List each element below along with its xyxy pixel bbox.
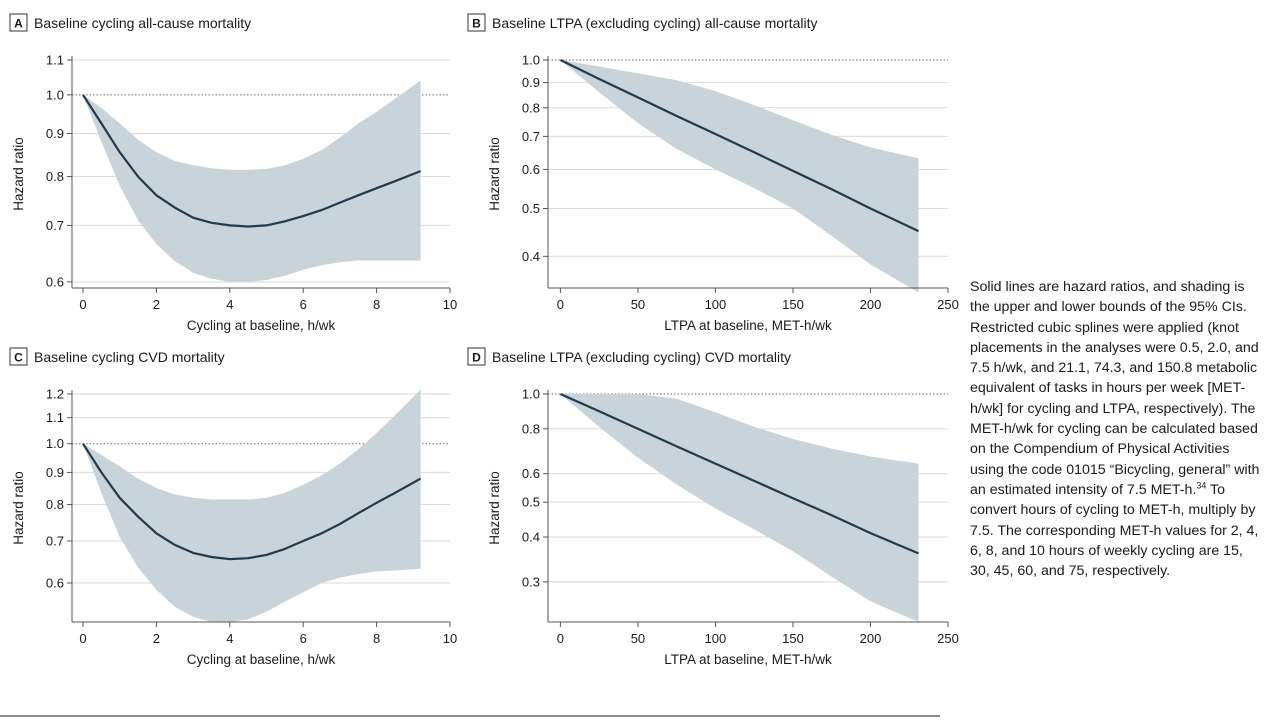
y-tick-label: 1.0 <box>522 53 540 68</box>
confidence-band <box>560 60 919 293</box>
y-tick-label: 0.8 <box>522 421 540 436</box>
panel-letter-box <box>9 13 28 32</box>
panel-letter: B <box>472 17 481 31</box>
x-tick-label: 2 <box>153 631 160 646</box>
panel-letter-box <box>9 347 28 366</box>
x-tick-label: 250 <box>937 297 959 312</box>
y-tick-label: 1.1 <box>46 53 64 68</box>
x-tick-label: 8 <box>373 297 380 312</box>
y-axis-title: Hazard ratio <box>487 137 502 211</box>
y-tick-label: 0.5 <box>522 495 540 510</box>
x-axis-title: LTPA at baseline, MET-h/wk <box>664 318 832 333</box>
x-tick-label: 100 <box>705 297 727 312</box>
y-tick-label: 0.7 <box>46 218 64 233</box>
y-tick-label: 0.9 <box>46 465 64 480</box>
panel-title: Baseline LTPA (excluding cycling) CVD mo… <box>492 349 791 365</box>
y-tick-label: 0.8 <box>46 169 64 184</box>
hazard-ratio-line <box>559 59 919 233</box>
y-tick-label: 0.9 <box>46 126 64 141</box>
panel-letter: D <box>472 351 481 365</box>
y-tick-label: 0.8 <box>46 497 64 512</box>
x-tick-label: 200 <box>860 631 882 646</box>
x-axis-title: Cycling at baseline, h/wk <box>187 652 336 667</box>
y-tick-label: 0.7 <box>522 129 540 144</box>
panel-d: D Baseline LTPA (excluding cycling) CVD m… <box>467 347 959 667</box>
confidence-band <box>83 80 421 282</box>
x-tick-label: 200 <box>860 297 882 312</box>
x-tick-label: 6 <box>300 631 307 646</box>
panel-letter: A <box>14 17 23 31</box>
x-tick-label: 50 <box>631 297 645 312</box>
x-tick-label: 250 <box>937 631 959 646</box>
y-tick-label: 0.4 <box>522 249 540 264</box>
panel-letter-box <box>467 347 486 366</box>
x-tick-label: 0 <box>557 297 564 312</box>
x-tick-label: 100 <box>705 631 727 646</box>
x-axis-title: Cycling at baseline, h/wk <box>187 318 336 333</box>
panel-letter: C <box>14 351 23 365</box>
figure-caption: Solid lines are hazard ratios, and shadi… <box>970 277 1262 581</box>
confidence-band <box>560 394 919 622</box>
x-tick-label: 2 <box>153 297 160 312</box>
panel-title: Baseline cycling CVD mortality <box>34 349 225 365</box>
x-axis-title: LTPA at baseline, MET-h/wk <box>664 652 832 667</box>
panel-a: A Baseline cycling all-cause mortality 0.6… <box>9 13 457 333</box>
hazard-ratio-line <box>82 443 422 561</box>
x-tick-label: 6 <box>300 297 307 312</box>
y-tick-label: 0.9 <box>522 75 540 90</box>
y-tick-label: 0.6 <box>522 162 540 177</box>
y-tick-label: 0.3 <box>522 574 540 589</box>
x-tick-label: 50 <box>631 631 645 646</box>
y-tick-label: 0.6 <box>46 274 64 289</box>
y-tick-label: 1.0 <box>46 436 64 451</box>
y-axis-title: Hazard ratio <box>487 471 502 545</box>
y-axis-title: Hazard ratio <box>11 471 26 545</box>
panel-title: Baseline LTPA (excluding cycling) all-ca… <box>492 15 818 31</box>
panel-b: B Baseline LTPA (excluding cycling) all-c… <box>467 13 959 333</box>
y-tick-label: 1.2 <box>46 387 64 402</box>
x-tick-label: 4 <box>226 631 233 646</box>
confidence-band <box>83 389 421 622</box>
y-tick-label: 0.5 <box>522 201 540 216</box>
y-tick-label: 1.0 <box>46 87 64 102</box>
y-axis-title: Hazard ratio <box>11 137 26 211</box>
x-tick-label: 8 <box>373 631 380 646</box>
x-tick-label: 150 <box>782 631 804 646</box>
hazard-ratio-line <box>559 392 919 555</box>
hazard-ratio-line <box>82 94 422 228</box>
y-tick-label: 0.6 <box>46 575 64 590</box>
x-tick-label: 150 <box>782 297 804 312</box>
caption-reference: 34 <box>1196 480 1207 491</box>
y-tick-label: 1.1 <box>46 410 64 425</box>
y-tick-label: 0.8 <box>522 100 540 115</box>
x-tick-label: 4 <box>226 297 233 312</box>
panel-c: C Baseline cycling CVD mortality 0.6 0.7 0.8… <box>9 347 457 667</box>
y-tick-label: 1.0 <box>522 387 540 402</box>
panel-title: Baseline cycling all-cause mortality <box>34 15 251 31</box>
y-tick-label: 0.6 <box>522 466 540 481</box>
y-tick-label: 0.4 <box>522 529 540 544</box>
x-tick-label: 10 <box>443 297 457 312</box>
x-tick-label: 10 <box>443 631 457 646</box>
caption-text: Solid lines are hazard ratios, and shadi… <box>970 279 1260 498</box>
x-tick-label: 0 <box>79 631 86 646</box>
x-tick-label: 0 <box>557 631 564 646</box>
y-tick-label: 0.7 <box>46 533 64 548</box>
x-tick-label: 0 <box>79 297 86 312</box>
caption-text-end: To convert hours of cycling to MET-h, mu… <box>970 481 1259 580</box>
panel-letter-box <box>467 13 486 32</box>
